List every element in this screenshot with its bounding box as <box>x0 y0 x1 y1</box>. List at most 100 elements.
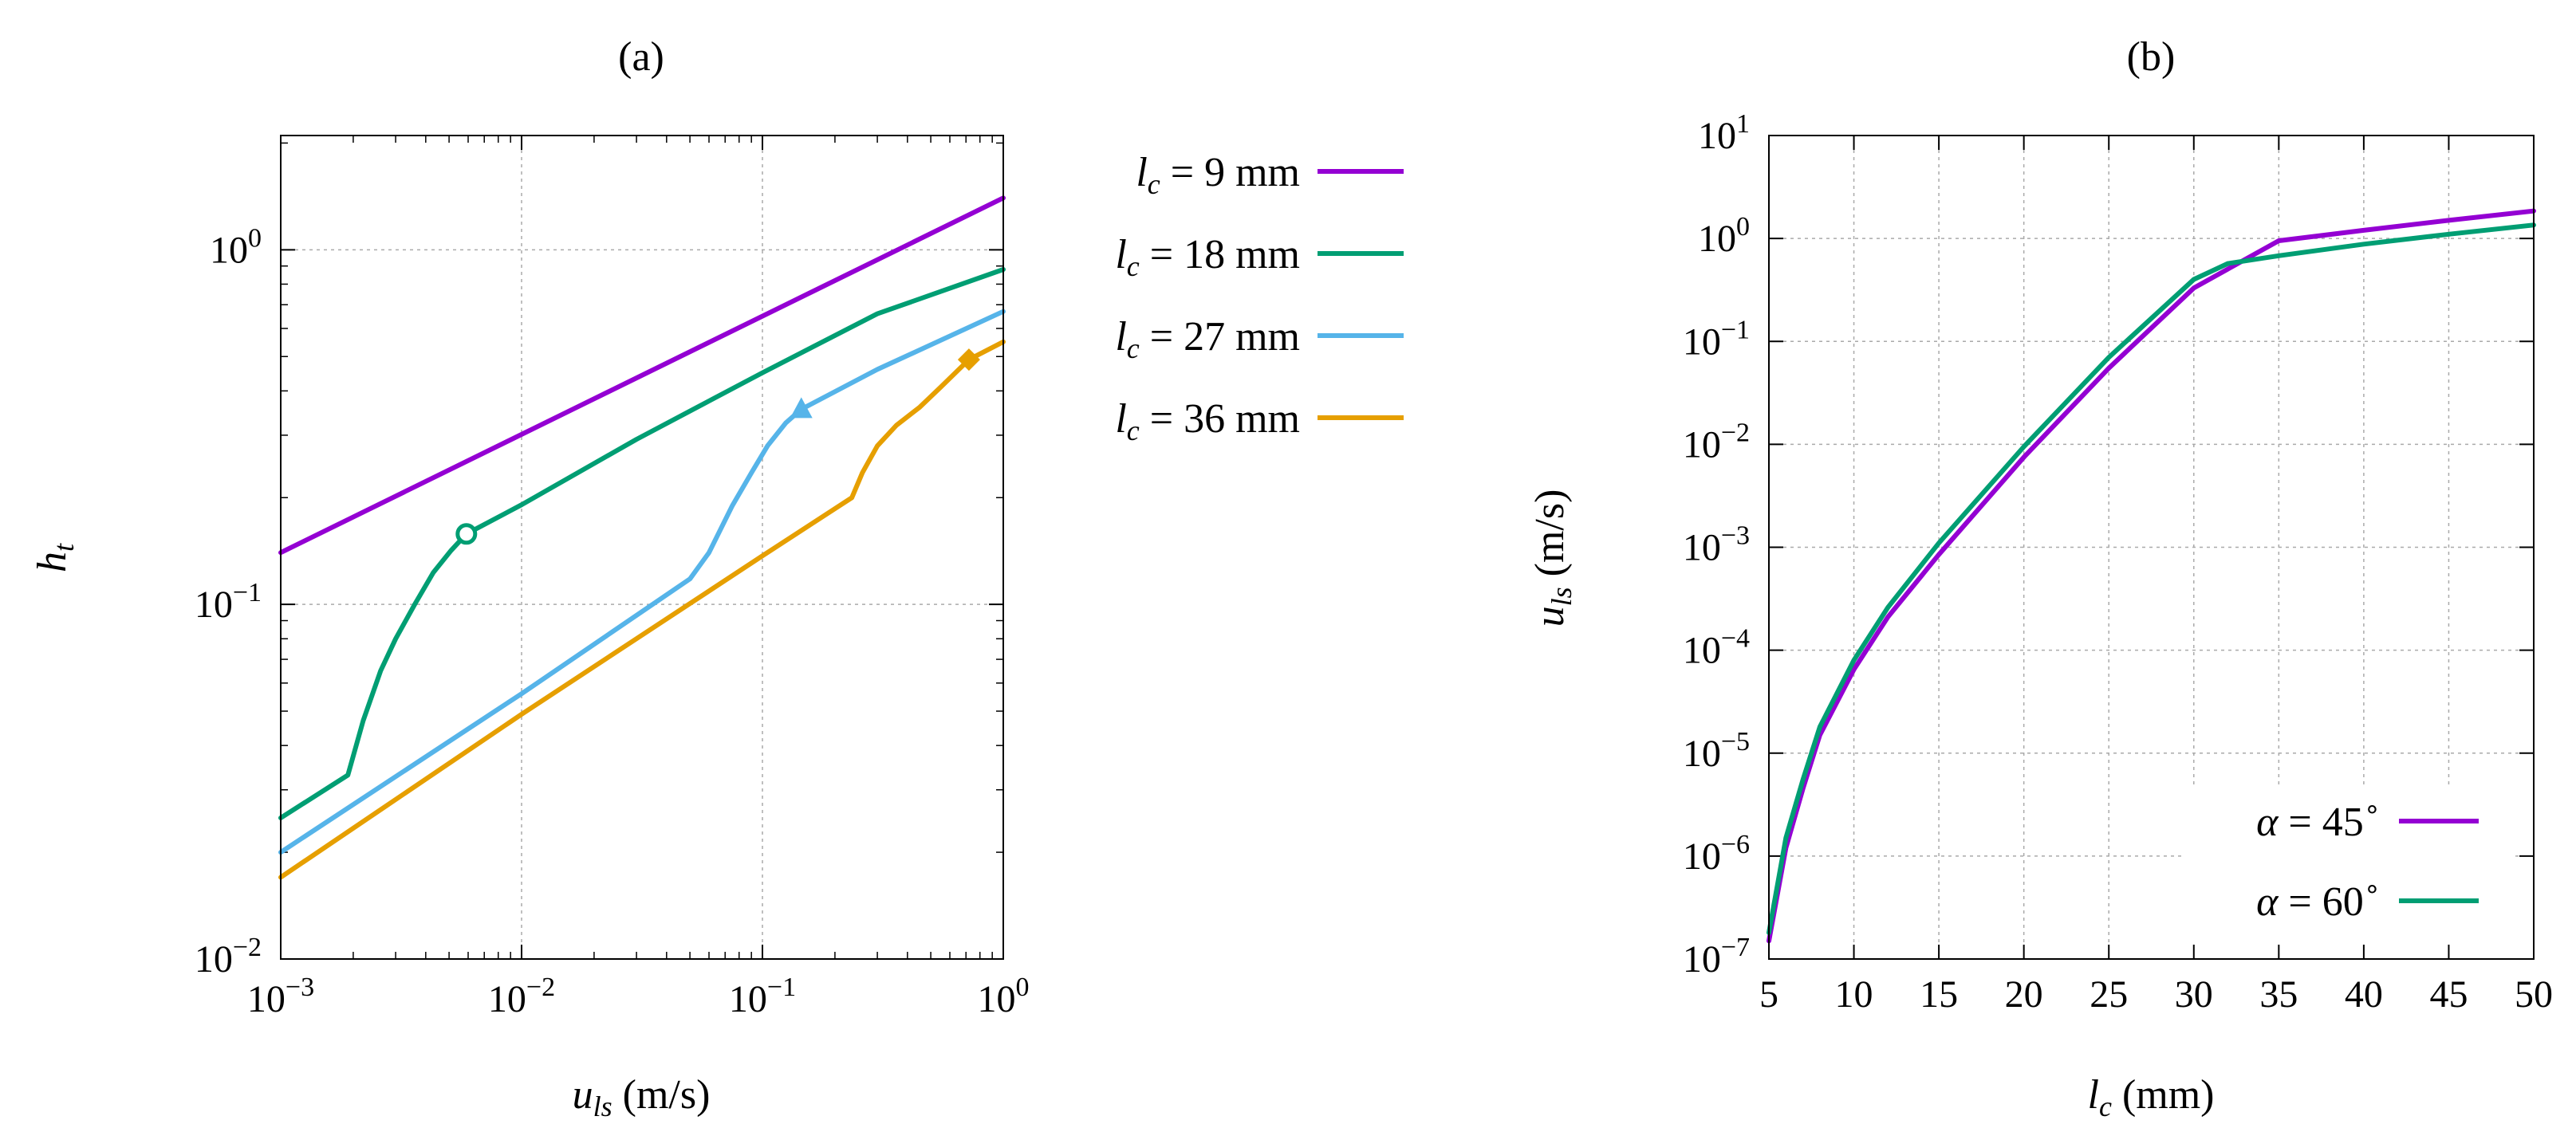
panel-b-x-tick-label: 10 <box>1835 973 1873 1016</box>
label-part: −3 <box>286 973 314 1002</box>
panel-a-series-line <box>278 309 1006 855</box>
label-part: 0 <box>1736 212 1750 242</box>
panel-a-y-axis-label: ht <box>30 543 80 572</box>
label-part: 10 <box>729 978 767 1020</box>
panel-b-y-tick-label: 10−1 <box>1683 315 1750 363</box>
panel-b-y-axis-label: uls (m/s) <box>1527 489 1578 627</box>
panel-b-legend-background <box>2185 785 2512 945</box>
label-part: 10 <box>1683 423 1721 466</box>
label-part: 10 <box>1698 218 1736 260</box>
panel-b-legend-label: α = 60∘ <box>2256 874 2381 925</box>
panel-a-series <box>278 195 1006 880</box>
label-part: 10 <box>195 584 233 626</box>
panel-b-x-tick-label: 50 <box>2515 973 2553 1016</box>
label-part: 10 <box>1683 835 1721 878</box>
panel-a-circle-marker <box>455 523 478 545</box>
label-part: −2 <box>233 933 262 962</box>
label-part: −2 <box>526 973 555 1002</box>
label-part: = 18 mm <box>1140 232 1300 277</box>
panel-a-x-tick-label: 10−3 <box>247 973 314 1020</box>
panel-b-y-tick-label: 10−5 <box>1683 727 1750 775</box>
label-part: = 9 mm <box>1160 150 1300 195</box>
panel-b-y-tick-label: 10−3 <box>1683 521 1750 569</box>
label-part: 10 <box>1683 630 1721 672</box>
panel-b-x-tick-label: 45 <box>2429 973 2468 1016</box>
panel-a-series-line <box>278 195 1006 556</box>
panel-b-y-tick-label: 101 <box>1698 109 1750 157</box>
panel-b-x-tick-label: 30 <box>2175 973 2213 1016</box>
label-part: −3 <box>1721 521 1750 551</box>
panel-b-series-line <box>1767 208 2536 944</box>
label-part: c <box>1127 250 1140 282</box>
label-part: c <box>1127 415 1140 446</box>
label-part: = 60 <box>2278 879 2363 925</box>
label-part: 10 <box>1683 527 1721 569</box>
label-part: 10 <box>488 978 526 1020</box>
panel-b-y-tick-label: 100 <box>1698 212 1750 260</box>
panel-b-y-tick-label: 10−4 <box>1683 624 1750 672</box>
panel-a-legend-label: lc = 9 mm <box>1136 150 1300 200</box>
label-part: −2 <box>1721 418 1750 447</box>
panel-b-x-tick-label: 35 <box>2259 973 2298 1016</box>
panel-b-ticks <box>1768 135 2535 960</box>
panel-a-y-tick-label: 10−2 <box>195 933 262 981</box>
panel-a-x-tick-labels: 10−3 10−2 10−1 100 <box>247 973 1030 1020</box>
label-part: 10 <box>1683 938 1721 981</box>
panel-a-legend-label: lc = 18 mm <box>1115 232 1300 282</box>
panel-b-x-tick-label: 40 <box>2345 973 2383 1016</box>
label-part: 10 <box>210 229 248 271</box>
panel-b-x-tick-label: 20 <box>2005 973 2043 1016</box>
label-part: −1 <box>233 578 262 607</box>
label-part: 10 <box>1683 733 1721 775</box>
panel-b-x-axis-label: lc (mm) <box>2088 1072 2215 1122</box>
label-part: 10 <box>247 978 286 1020</box>
panel-a-series-line <box>278 267 1006 820</box>
label-part: −4 <box>1721 624 1750 654</box>
label-part: = 45 <box>2278 800 2363 845</box>
panel-a-grid <box>281 136 1003 959</box>
panel-b-x-tick-labels: 5 10 15 20 25 30 35 40 45 50 <box>1759 973 2553 1016</box>
panel-a-x-tick-label: 10−2 <box>488 973 555 1020</box>
label-part: c <box>1148 168 1160 200</box>
label-part: l <box>1115 232 1126 277</box>
panel-a-y-tick-label: 10−1 <box>195 578 262 626</box>
panel-b-legend-label: α = 45∘ <box>2256 795 2381 845</box>
label-part: ∘ <box>2364 874 2381 904</box>
panel-b-title: (b) <box>2127 34 2176 80</box>
panel-a-legend-label: lc = 27 mm <box>1115 314 1300 364</box>
panel-a-triangle-marker <box>790 397 813 419</box>
panel-a-series-line <box>278 339 1006 880</box>
panel-b-x-tick-label: 25 <box>2090 973 2128 1016</box>
panel-a-title: (a) <box>618 34 664 80</box>
panel-b: (b) 5 10 15 20 25 30 35 40 45 50 10−710−610−510−4… <box>1527 34 2553 1122</box>
label-part: = 36 mm <box>1140 396 1300 442</box>
label-part: α <box>2256 879 2279 925</box>
label-part: 0 <box>1016 973 1030 1002</box>
label-part: −6 <box>1721 830 1750 859</box>
panel-a-x-tick-label: 10−1 <box>729 973 796 1020</box>
panel-b-x-tick-label: 5 <box>1759 973 1778 1016</box>
panel-b-y-tick-label: 10−7 <box>1683 933 1750 981</box>
label-part: 0 <box>248 223 262 253</box>
panel-a-markers <box>455 348 980 545</box>
label-part: 10 <box>978 978 1016 1020</box>
panel-a-ticks <box>280 136 1004 960</box>
label-part: l <box>1136 150 1147 195</box>
panel-a-x-axis-label: uls (m/s) <box>573 1072 711 1122</box>
label-part: 10 <box>195 938 233 981</box>
panel-a-x-tick-label: 100 <box>978 973 1030 1020</box>
label-part: 10 <box>1698 115 1736 157</box>
panel-b-series-line <box>1767 222 2536 935</box>
label-part: = 27 mm <box>1140 314 1300 360</box>
panel-a-frame <box>280 135 1004 960</box>
label-part: −1 <box>767 973 796 1002</box>
panel-b-y-tick-label: 10−2 <box>1683 418 1750 466</box>
panel-b-frame <box>1768 135 2535 960</box>
panel-b-legend: α = 45∘α = 60∘ <box>2185 785 2512 945</box>
label-part: −5 <box>1721 727 1750 757</box>
label-part: 10 <box>1683 320 1721 363</box>
